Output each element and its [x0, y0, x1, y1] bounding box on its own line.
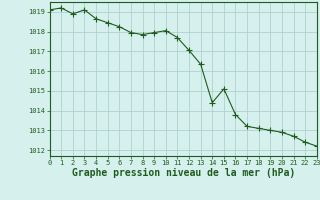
X-axis label: Graphe pression niveau de la mer (hPa): Graphe pression niveau de la mer (hPa) [72, 168, 295, 178]
